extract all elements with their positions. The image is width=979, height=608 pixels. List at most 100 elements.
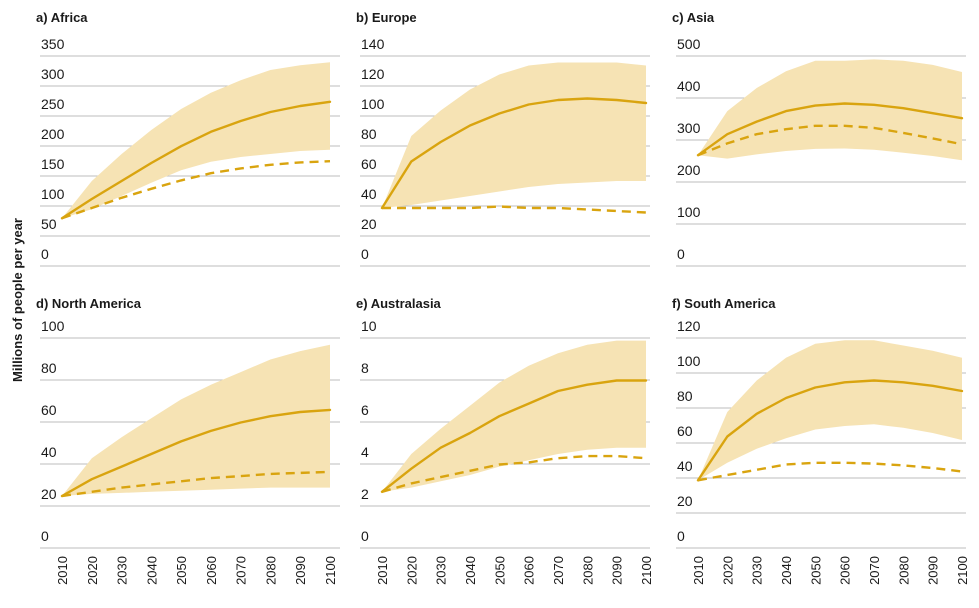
y-tick-label: 80 [361,126,377,142]
series-line-solid [60,100,332,220]
panel-asia: c) Asia 0 100 200 300 400 500 [672,10,966,267]
y-tick-label: 100 [677,353,701,369]
x-tick-label: 2040 [144,556,159,585]
y-tick-label: 500 [677,36,701,52]
panel-australasia: e) Australasia 0 2 4 6 8 10 2010 2020 2030 2040 205… [356,296,654,585]
y-tick-label: 40 [361,186,377,202]
y-axis-label: Millions of people per year [10,218,25,382]
y-tick-label: 100 [677,204,701,220]
x-tick-label: 2060 [838,556,853,585]
x-tick-label: 2020 [720,556,735,585]
y-tick-label: 40 [677,458,693,474]
series-line-dashed [697,124,963,157]
y-tick-label: 300 [41,66,65,82]
uncertainty-band [698,340,962,481]
series-line-solid [696,379,964,482]
x-tick-label: 2070 [551,556,566,585]
panel-africa: a) Africa 0 50 100 150 200 250 300 350 [36,10,340,267]
x-tick-label: 2070 [867,556,882,585]
x-tick-label: 2030 [750,556,765,585]
x-tick-label: 2020 [404,556,419,585]
x-tick-label: 2050 [808,556,823,585]
y-tick-label: 6 [361,402,369,418]
y-tick-label: 40 [41,444,57,460]
y-tick-label: 80 [677,388,693,404]
x-tick-label: 2100 [955,556,970,585]
y-tick-label: 0 [361,246,369,262]
series-line-dashed [61,160,331,220]
y-tick-label: 350 [41,36,65,52]
y-tick-label: 60 [677,423,693,439]
series-line-solid [696,102,964,157]
x-tick-label: 2040 [779,556,794,585]
y-tick-label: 150 [41,156,65,172]
x-tick-label: 2010 [691,556,706,585]
y-tick-label: 400 [677,78,701,94]
y-tick-label: 0 [361,528,369,544]
uncertainty-band [698,59,962,161]
y-tick-label: 0 [677,246,685,262]
y-tick-label: 120 [361,66,385,82]
y-tick-label: 60 [41,402,57,418]
x-tick-label: 2070 [234,556,249,585]
y-tick-label: 20 [41,486,57,502]
y-tick-label: 140 [361,36,385,52]
y-tick-label: 200 [41,126,65,142]
y-tick-label: 20 [361,216,377,232]
x-tick-label: 2090 [610,556,625,585]
x-tick-label: 2090 [293,556,308,585]
x-tick-label: 2020 [85,556,100,585]
y-tick-label: 200 [677,162,701,178]
x-tick-label: 2040 [463,556,478,585]
x-tick-label: 2080 [896,556,911,585]
panel-title-australasia: e) Australasia [356,296,442,311]
y-tick-label: 250 [41,96,65,112]
panel-title-asia: c) Asia [672,10,715,25]
panel-title-south-america: f) South America [672,296,776,311]
x-tick-label: 2060 [522,556,537,585]
y-tick-label: 60 [361,156,377,172]
panel-title-europe: b) Europe [356,10,417,25]
y-tick-label: 2 [361,486,369,502]
y-tick-label: 0 [41,246,49,262]
series-line-dashed [382,205,647,214]
y-tick-label: 0 [677,528,685,544]
y-tick-label: 4 [361,444,369,460]
uncertainty-band [382,340,646,492]
x-tick-label: 2050 [492,556,507,585]
panel-title-africa: a) Africa [36,10,88,25]
y-tick-label: 50 [41,216,57,232]
x-tick-label: 2100 [639,556,654,585]
series-line-solid [60,408,332,498]
y-tick-label: 300 [677,120,701,136]
x-tick-label: 2060 [204,556,219,585]
y-tick-label: 120 [677,318,701,334]
series-line-dashed [381,454,647,493]
x-tick-label: 2030 [115,556,130,585]
panel-europe: b) Europe 0 20 40 60 80 100 120 140 [356,10,650,267]
x-tick-label: 2080 [580,556,595,585]
y-tick-label: 100 [41,318,65,334]
uncertainty-band [382,62,646,208]
series-line-dashed [61,470,331,498]
x-tick-label: 2080 [263,556,278,585]
x-tick-label: 2090 [926,556,941,585]
x-tick-label: 2010 [55,556,70,585]
y-tick-label: 0 [41,528,49,544]
x-tick-label: 2050 [174,556,189,585]
y-tick-label: 100 [41,186,65,202]
y-tick-label: 10 [361,318,377,334]
x-tick-label: 2100 [323,556,338,585]
x-tick-label: 2010 [375,556,390,585]
y-tick-label: 80 [41,360,57,376]
series-line-solid [380,97,648,210]
y-tick-label: 100 [361,96,385,112]
uncertainty-band [62,344,330,496]
y-tick-label: 20 [677,493,693,509]
series-line-solid [380,379,648,493]
y-tick-label: 8 [361,360,369,376]
